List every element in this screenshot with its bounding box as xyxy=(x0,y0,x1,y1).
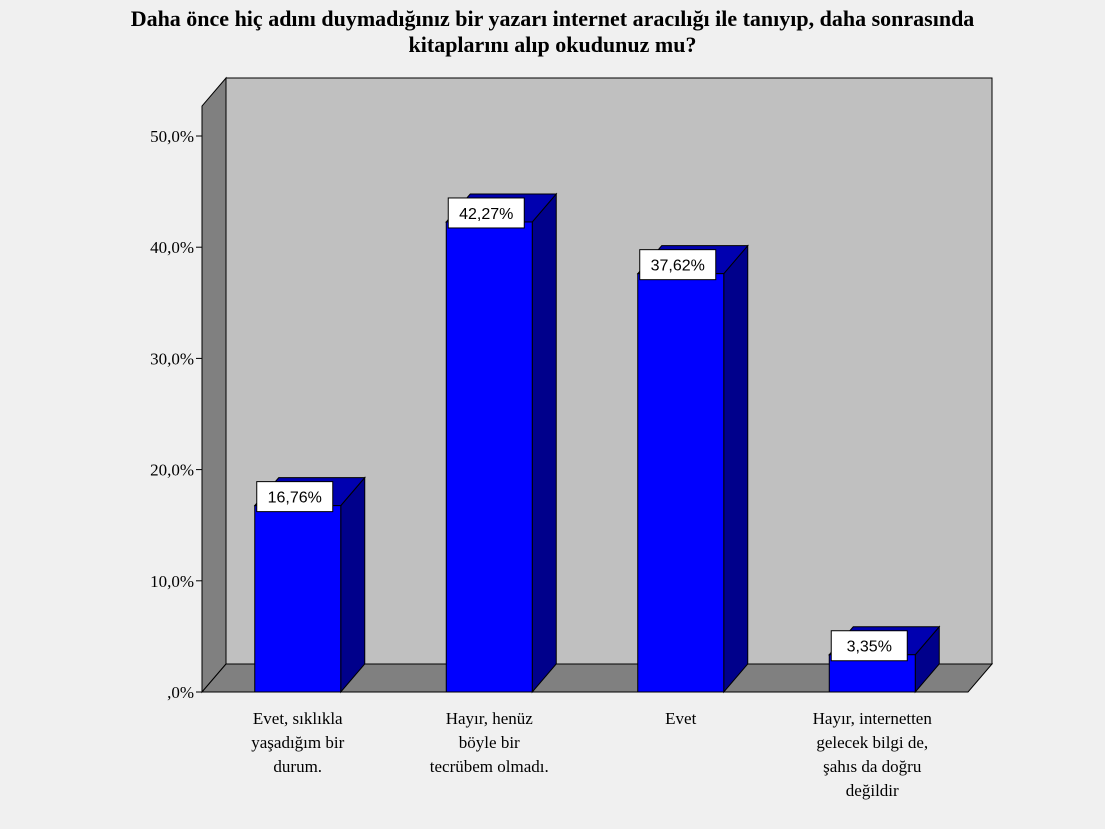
y-tick-label: 50,0% xyxy=(150,127,194,146)
bar xyxy=(637,273,725,693)
bar-side xyxy=(340,476,366,694)
x-category-label: böyle bir xyxy=(459,733,520,752)
x-category-label: tecrübem olmadı. xyxy=(430,757,549,776)
bar xyxy=(254,505,342,693)
y-tick-label: 10,0% xyxy=(150,572,194,591)
chart-side-wall xyxy=(201,76,227,694)
data-label: 37,62% xyxy=(651,258,705,275)
bar-side xyxy=(531,192,557,694)
x-category-label: yaşadığım bir xyxy=(251,733,344,752)
data-label: 3,35% xyxy=(847,639,892,656)
chart-title-line-2: kitaplarını alıp okudunuz mu? xyxy=(408,32,697,57)
x-category-label: Evet xyxy=(665,709,696,728)
x-category-label: Evet, sıklıkla xyxy=(253,709,343,728)
y-tick-label: 20,0% xyxy=(150,461,194,480)
bar-side xyxy=(723,244,749,694)
data-label-box xyxy=(830,630,908,662)
y-tick-label: 40,0% xyxy=(150,238,194,257)
x-category-label: Hayır, henüz xyxy=(446,709,534,728)
data-label-box xyxy=(639,249,717,281)
bar xyxy=(445,221,533,693)
data-label: 42,27% xyxy=(459,206,513,223)
y-tick-label: 30,0% xyxy=(150,349,194,368)
x-category-label: değildir xyxy=(846,781,899,800)
x-category-label: gelecek bilgi de, xyxy=(816,733,928,752)
x-category-label: Hayır, internetten xyxy=(813,709,933,728)
x-category-label: durum. xyxy=(273,757,322,776)
data-label-box xyxy=(447,197,525,229)
y-tick-label: ,0% xyxy=(167,683,194,702)
x-category-label: şahıs da doğru xyxy=(823,757,922,776)
data-label: 16,76% xyxy=(268,490,322,507)
data-label-box xyxy=(256,481,334,513)
chart-title-line-1: Daha önce hiç adını duymadığınız bir yaz… xyxy=(130,6,975,31)
chart-title: Daha önce hiç adını duymadığınız bir yaz… xyxy=(0,6,1105,58)
